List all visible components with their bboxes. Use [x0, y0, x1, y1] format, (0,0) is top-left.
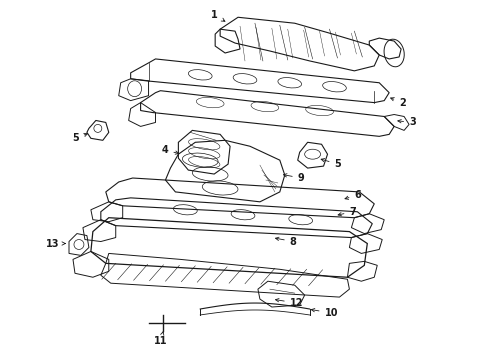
Text: 1: 1 [211, 10, 225, 21]
Text: 12: 12 [275, 298, 303, 308]
Text: 4: 4 [162, 145, 179, 155]
Text: 13: 13 [46, 239, 65, 248]
Text: 9: 9 [283, 173, 304, 183]
Text: 7: 7 [338, 207, 356, 217]
Text: 2: 2 [391, 98, 406, 108]
Text: 6: 6 [345, 190, 361, 200]
Text: 8: 8 [275, 237, 296, 247]
Text: 11: 11 [154, 332, 167, 346]
Text: 5: 5 [321, 158, 341, 169]
Text: 5: 5 [72, 133, 87, 143]
Text: 3: 3 [398, 117, 416, 127]
Text: 10: 10 [311, 308, 338, 318]
